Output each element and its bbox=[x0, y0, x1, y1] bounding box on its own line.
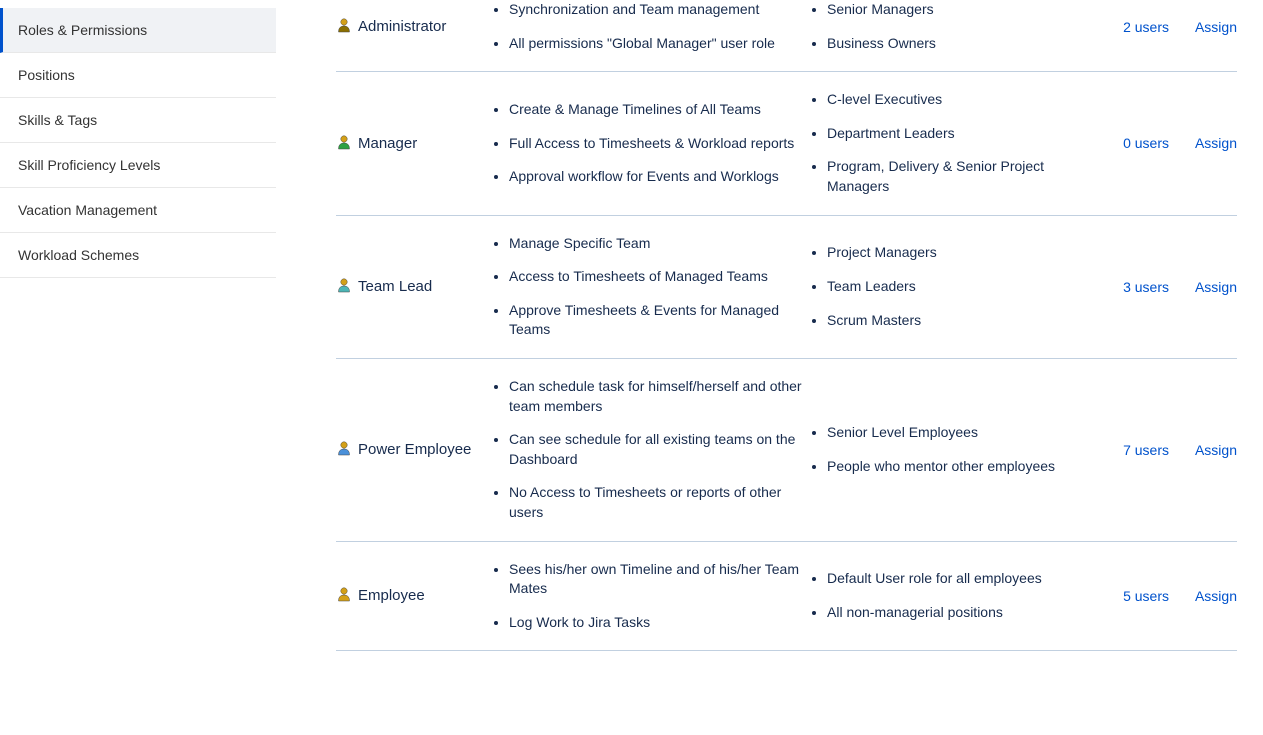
permissions-cell: Create & Manage Timelines of All Teams Fu… bbox=[491, 100, 809, 187]
sidebar-item-skills-tags[interactable]: Skills & Tags bbox=[0, 98, 276, 143]
role-name-cell: Team Lead bbox=[336, 277, 491, 296]
role-name: Power Employee bbox=[358, 441, 471, 458]
role-name: Manager bbox=[358, 135, 417, 152]
role-row: Employee Sees his/her own Timeline and of… bbox=[336, 542, 1237, 652]
audience-item: Default User role for all employees bbox=[827, 569, 1099, 589]
role-name: Administrator bbox=[358, 18, 446, 35]
permission-item: Sees his/her own Timeline and of his/her… bbox=[509, 560, 809, 599]
role-name-cell: Administrator bbox=[336, 17, 491, 36]
sidebar-item-workload-schemes[interactable]: Workload Schemes bbox=[0, 233, 276, 278]
main-content: Administrator Synchronization and Team ma… bbox=[276, 0, 1263, 651]
permission-item: Approve Timesheets & Events for Managed … bbox=[509, 301, 809, 340]
permission-item: Can schedule task for himself/herself an… bbox=[509, 377, 809, 416]
person-icon bbox=[336, 17, 352, 36]
assign-cell: Assign bbox=[1177, 135, 1237, 151]
person-icon bbox=[336, 277, 352, 296]
users-count-link[interactable]: 2 users bbox=[1123, 19, 1169, 35]
sidebar: Roles & PermissionsPositionsSkills & Tag… bbox=[0, 0, 276, 651]
audience-item: People who mentor other employees bbox=[827, 457, 1099, 477]
role-name-cell: Manager bbox=[336, 134, 491, 153]
users-count-link[interactable]: 5 users bbox=[1123, 588, 1169, 604]
permission-item: Manage Specific Team bbox=[509, 234, 809, 254]
permission-item: All permissions "Global Manager" user ro… bbox=[509, 34, 809, 54]
audience-item: Project Managers bbox=[827, 243, 1099, 263]
assign-link[interactable]: Assign bbox=[1195, 19, 1237, 35]
sidebar-item-positions[interactable]: Positions bbox=[0, 53, 276, 98]
permission-item: Approval workflow for Events and Worklog… bbox=[509, 167, 809, 187]
permission-item: Can see schedule for all existing teams … bbox=[509, 430, 809, 469]
role-name: Team Lead bbox=[358, 278, 432, 295]
audience-item: Team Leaders bbox=[827, 277, 1099, 297]
assign-link[interactable]: Assign bbox=[1195, 279, 1237, 295]
role-name-cell: Employee bbox=[336, 586, 491, 605]
users-count-cell: 5 users bbox=[1099, 588, 1169, 604]
audience-cell: Senior Level Employees People who mentor … bbox=[809, 423, 1099, 476]
assign-link[interactable]: Assign bbox=[1195, 442, 1237, 458]
permission-item: Log Work to Jira Tasks bbox=[509, 613, 809, 633]
users-count-link[interactable]: 3 users bbox=[1123, 279, 1169, 295]
permissions-cell: Sees his/her own Timeline and of his/her… bbox=[491, 560, 809, 633]
role-row: Administrator Synchronization and Team ma… bbox=[336, 0, 1237, 72]
permissions-cell: Manage Specific Team Access to Timesheets… bbox=[491, 234, 809, 340]
audience-cell: C-level Executives Department Leaders Prog… bbox=[809, 90, 1099, 196]
sidebar-item-skill-proficiency-levels[interactable]: Skill Proficiency Levels bbox=[0, 143, 276, 188]
audience-item: Senior Level Employees bbox=[827, 423, 1099, 443]
users-count-cell: 0 users bbox=[1099, 135, 1169, 151]
audience-item: Department Leaders bbox=[827, 124, 1099, 144]
audience-cell: Project Managers Team Leaders Scrum Master… bbox=[809, 243, 1099, 330]
role-name-cell: Power Employee bbox=[336, 440, 491, 459]
permission-item: Access to Timesheets of Managed Teams bbox=[509, 267, 809, 287]
audience-cell: Senior Managers Business Owners bbox=[809, 0, 1099, 53]
audience-item: Scrum Masters bbox=[827, 311, 1099, 331]
sidebar-item-vacation-management[interactable]: Vacation Management bbox=[0, 188, 276, 233]
assign-link[interactable]: Assign bbox=[1195, 588, 1237, 604]
audience-item: Program, Delivery & Senior Project Manag… bbox=[827, 157, 1099, 196]
users-count-link[interactable]: 0 users bbox=[1123, 135, 1169, 151]
permission-item: Synchronization and Team management bbox=[509, 0, 809, 20]
assign-link[interactable]: Assign bbox=[1195, 135, 1237, 151]
permission-item: Full Access to Timesheets & Workload rep… bbox=[509, 134, 809, 154]
permission-item: Create & Manage Timelines of All Teams bbox=[509, 100, 809, 120]
users-count-cell: 2 users bbox=[1099, 19, 1169, 35]
users-count-cell: 7 users bbox=[1099, 442, 1169, 458]
audience-cell: Default User role for all employees All n… bbox=[809, 569, 1099, 622]
person-icon bbox=[336, 134, 352, 153]
person-icon bbox=[336, 440, 352, 459]
sidebar-item-roles-permissions[interactable]: Roles & Permissions bbox=[0, 8, 276, 53]
assign-cell: Assign bbox=[1177, 588, 1237, 604]
role-row: Power Employee Can schedule task for hims… bbox=[336, 359, 1237, 542]
users-count-link[interactable]: 7 users bbox=[1123, 442, 1169, 458]
permissions-cell: Synchronization and Team management All p… bbox=[491, 0, 809, 53]
assign-cell: Assign bbox=[1177, 279, 1237, 295]
role-row: Manager Create & Manage Timelines of All … bbox=[336, 72, 1237, 215]
person-icon bbox=[336, 586, 352, 605]
role-row: Team Lead Manage Specific Team Access to T… bbox=[336, 216, 1237, 359]
assign-cell: Assign bbox=[1177, 442, 1237, 458]
assign-cell: Assign bbox=[1177, 19, 1237, 35]
audience-item: C-level Executives bbox=[827, 90, 1099, 110]
role-name: Employee bbox=[358, 587, 425, 604]
permissions-cell: Can schedule task for himself/herself an… bbox=[491, 377, 809, 523]
audience-item: All non-managerial positions bbox=[827, 603, 1099, 623]
audience-item: Senior Managers bbox=[827, 0, 1099, 20]
audience-item: Business Owners bbox=[827, 34, 1099, 54]
permission-item: No Access to Timesheets or reports of ot… bbox=[509, 483, 809, 522]
users-count-cell: 3 users bbox=[1099, 279, 1169, 295]
